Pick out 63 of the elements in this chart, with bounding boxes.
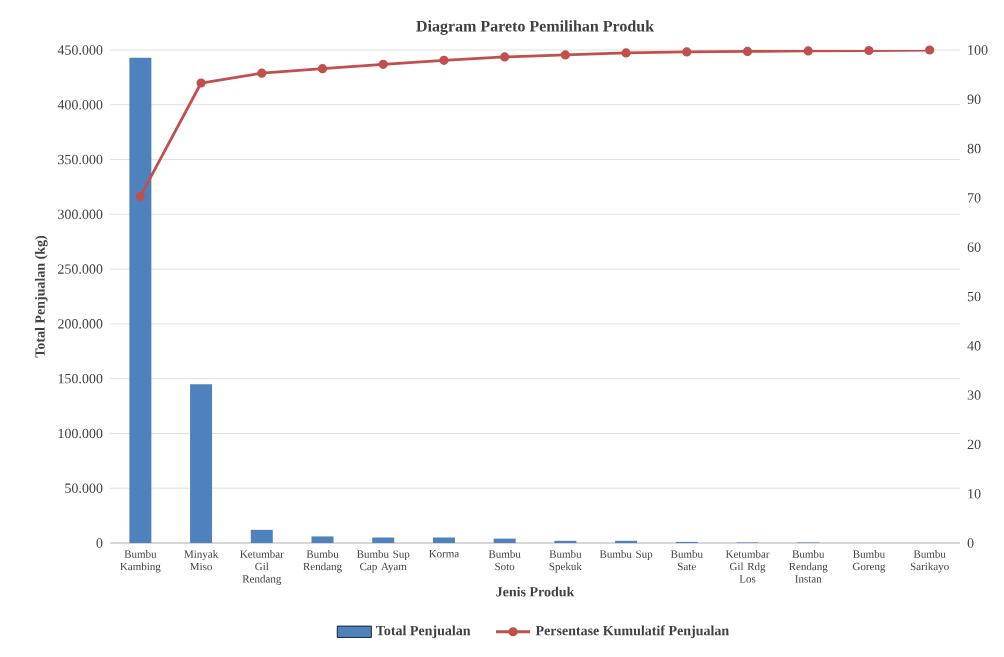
x-tick-label: Bumbu Sate bbox=[670, 550, 703, 571]
x-tick-label: Bumbu Soto bbox=[488, 550, 521, 571]
y-tick-label: 50.000 bbox=[65, 483, 103, 493]
point bbox=[803, 46, 813, 56]
x-tick-label: Ketumbar Gil Rdg Los bbox=[725, 550, 770, 583]
legend-label: Total Penjualan bbox=[376, 625, 471, 639]
y-tick-label: 200.000 bbox=[58, 319, 103, 329]
point bbox=[864, 45, 874, 56]
point bbox=[621, 48, 631, 58]
point bbox=[560, 50, 570, 60]
x-tick-label: Bumbu Kambing bbox=[120, 550, 161, 573]
y-tick-label: 250.000 bbox=[58, 264, 103, 274]
point bbox=[742, 46, 753, 57]
y2-tick-label: 0 bbox=[967, 538, 974, 548]
point bbox=[925, 45, 935, 55]
x-tick-label: Ketumbar Gil Rendang bbox=[240, 550, 284, 585]
y2-tick-label: 30 bbox=[967, 390, 981, 400]
x-tick-label: Minyak Miso bbox=[184, 550, 219, 571]
legend-label: Persentase Kumulatif Penjualan bbox=[535, 625, 729, 639]
point bbox=[317, 64, 328, 74]
x-tick-label: Bumbu Spekuk bbox=[549, 550, 582, 573]
bar bbox=[493, 538, 516, 543]
bar bbox=[129, 57, 152, 543]
y-tick-label: 300.000 bbox=[58, 209, 103, 220]
y-tick-label: 150.000 bbox=[58, 373, 103, 384]
y2-tick-label: 50 bbox=[967, 291, 981, 302]
y2-tick-label: 80 bbox=[967, 143, 981, 154]
bar bbox=[372, 537, 395, 543]
bar bbox=[432, 537, 455, 543]
x-tick-label: Korma bbox=[428, 550, 460, 558]
point bbox=[500, 52, 510, 62]
x-tick-label: Bumbu Rendang Instan bbox=[788, 550, 828, 583]
point bbox=[257, 68, 267, 78]
point bbox=[196, 78, 206, 88]
x-tick-label: Bumbu Sarikayo bbox=[910, 550, 949, 573]
y-tick-label: 100.000 bbox=[58, 428, 103, 439]
y2-tick-label: 40 bbox=[967, 341, 981, 351]
y2-tick-label: 70 bbox=[967, 193, 981, 203]
point bbox=[135, 191, 145, 202]
y2-tick-label: 10 bbox=[968, 488, 981, 499]
x-tick-label: Bumbu Rendang bbox=[303, 550, 342, 573]
bar bbox=[311, 536, 334, 543]
chart-title: Diagram Pareto Pemilihan Produk bbox=[416, 20, 655, 35]
y2-tick-label: 60 bbox=[967, 242, 981, 252]
bar bbox=[615, 540, 638, 543]
point bbox=[682, 47, 692, 57]
y-axis-title: Total Penjualan (kg) bbox=[34, 235, 48, 358]
x-axis-title: Jenis Produk bbox=[496, 586, 575, 597]
y-tick-label: 450.000 bbox=[57, 45, 103, 55]
point bbox=[439, 55, 449, 65]
y2-tick-label: 20 bbox=[967, 439, 981, 450]
bar bbox=[190, 384, 213, 543]
y-tick-label: 350.000 bbox=[58, 154, 103, 165]
x-tick-label: Bumbu Sup bbox=[599, 550, 653, 561]
x-tick-label: Bumbu Goreng bbox=[852, 550, 886, 573]
point bbox=[378, 59, 388, 69]
y2-tick-label: 100 bbox=[968, 45, 988, 55]
bar bbox=[554, 540, 577, 543]
x-tick-label: Bumbu Sup Cap Ayam bbox=[356, 550, 410, 573]
bar bbox=[250, 529, 273, 543]
y-tick-label: 400.000 bbox=[57, 100, 103, 110]
y-tick-label: 0 bbox=[96, 538, 103, 548]
y2-tick-label: 90 bbox=[967, 94, 981, 104]
